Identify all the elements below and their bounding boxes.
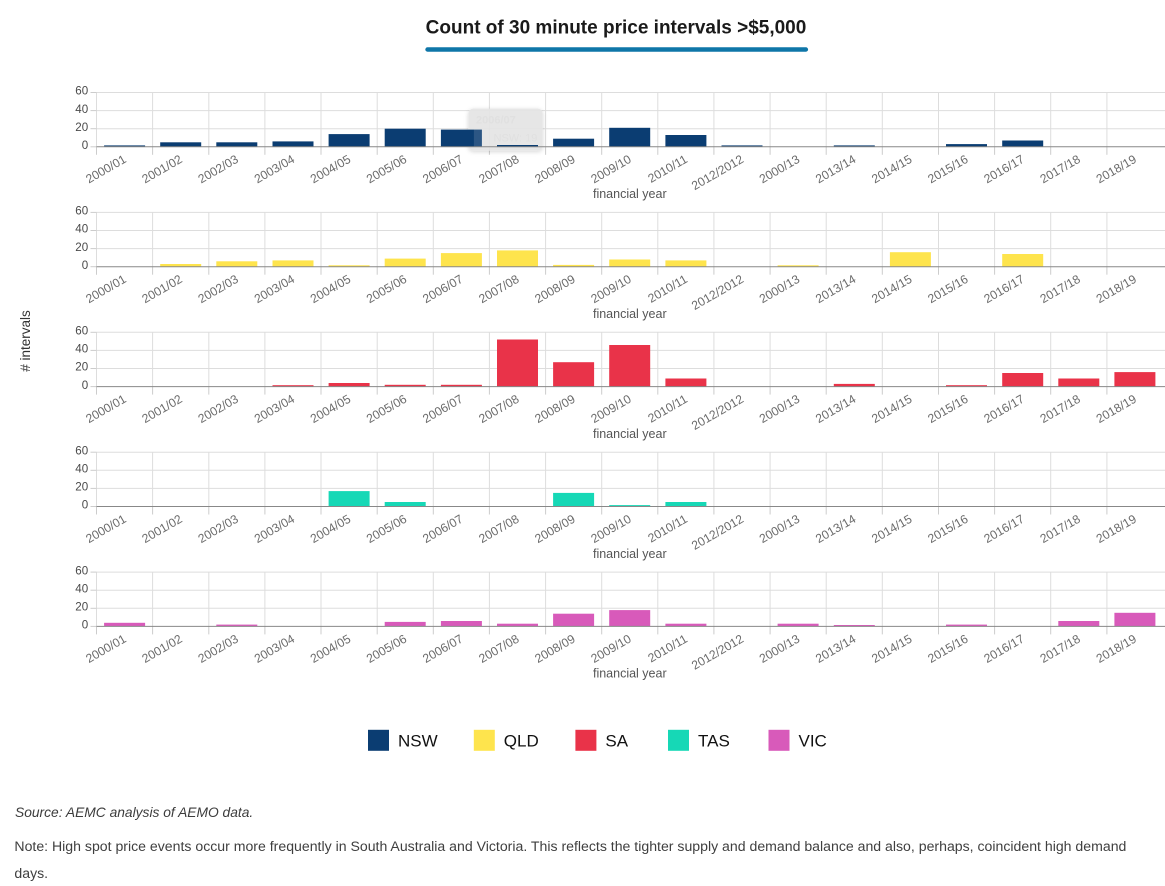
svg-text:Source: AEMC analysis of AEMO: Source: AEMC analysis of AEMO data. — [15, 805, 253, 820]
svg-text:40: 40 — [75, 463, 88, 476]
svg-text:40: 40 — [75, 343, 88, 356]
svg-text:20: 20 — [75, 361, 88, 374]
svg-text:NSW: 19: NSW: 19 — [494, 133, 538, 145]
svg-text:financial year: financial year — [593, 667, 667, 681]
svg-text:20: 20 — [75, 241, 88, 254]
svg-text:20: 20 — [75, 601, 88, 614]
svg-text:0: 0 — [82, 259, 88, 272]
svg-text:0: 0 — [82, 139, 88, 152]
svg-text:0: 0 — [82, 619, 88, 632]
svg-text:SA: SA — [605, 732, 628, 751]
svg-text:financial year: financial year — [593, 427, 667, 441]
svg-text:financial year: financial year — [593, 547, 667, 561]
svg-text:60: 60 — [75, 444, 88, 457]
svg-text:60: 60 — [75, 205, 88, 218]
svg-text:60: 60 — [75, 325, 88, 338]
svg-text:days.: days. — [14, 865, 48, 881]
svg-text:TAS: TAS — [698, 732, 730, 751]
svg-text:40: 40 — [75, 582, 88, 595]
svg-text:20: 20 — [75, 121, 88, 134]
svg-text:0: 0 — [82, 499, 88, 512]
svg-text:QLD: QLD — [504, 732, 539, 751]
svg-text:financial year: financial year — [593, 307, 667, 321]
svg-text:financial year: financial year — [593, 187, 667, 201]
svg-text:40: 40 — [75, 223, 88, 236]
svg-text:# intervals: # intervals — [18, 310, 33, 372]
svg-text:0: 0 — [82, 379, 88, 392]
svg-text:Count of 30 minute price inter: Count of 30 minute price intervals >$5,0… — [426, 18, 807, 39]
svg-text:Note: High spot price events o: Note: High spot price events occur more … — [14, 838, 1126, 854]
svg-text:60: 60 — [75, 85, 88, 98]
svg-text:NSW: NSW — [398, 732, 438, 751]
svg-text:40: 40 — [75, 103, 88, 116]
svg-text:2006/07: 2006/07 — [476, 115, 516, 127]
svg-text:60: 60 — [75, 564, 88, 577]
svg-text:20: 20 — [75, 481, 88, 494]
svg-text:VIC: VIC — [799, 732, 827, 751]
